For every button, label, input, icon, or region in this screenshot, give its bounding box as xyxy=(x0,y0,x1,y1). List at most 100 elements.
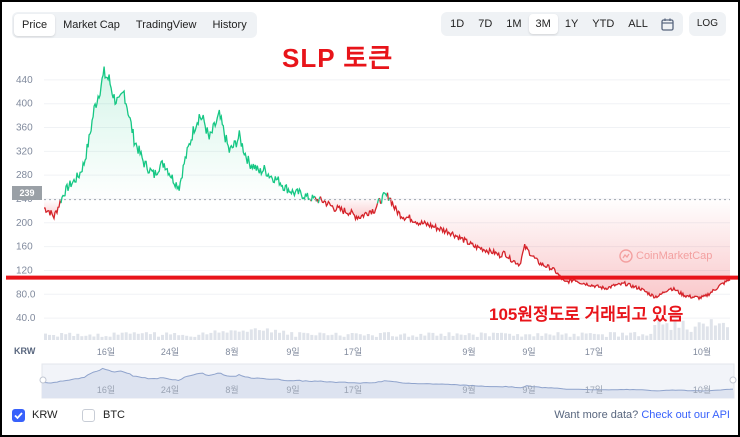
price-line-up xyxy=(60,66,311,204)
tab-history[interactable]: History xyxy=(212,19,247,31)
navigator-handle-right xyxy=(729,376,737,384)
volume-bar xyxy=(483,333,487,340)
x-axis-ticks: 16일 24일 8월 9일 17일 9월 9일 17일 10월 xyxy=(97,346,711,357)
range-navigator[interactable] xyxy=(39,363,737,399)
volume-bar xyxy=(544,333,548,340)
x-tick-label: 10월 xyxy=(693,346,711,357)
volume-bar xyxy=(697,322,701,340)
krw-checkbox-label: KRW xyxy=(32,409,58,421)
volume-bar xyxy=(318,332,322,340)
volume-bar xyxy=(407,336,411,340)
range-1y[interactable]: 1Y xyxy=(564,18,579,30)
volume-bar xyxy=(48,334,51,340)
volume-bar xyxy=(685,329,689,340)
volume-bar xyxy=(84,335,88,340)
volume-bar xyxy=(334,332,338,340)
navigator-line xyxy=(41,367,734,392)
overlay-title: SLP 토큰 xyxy=(282,43,394,73)
volume-bar xyxy=(358,334,362,340)
tab-market-cap[interactable]: Market Cap xyxy=(63,19,120,31)
volume-bar xyxy=(552,335,556,340)
volume-bar xyxy=(205,334,209,340)
volume-bar xyxy=(701,323,705,340)
navigator-tick-label: 10월 xyxy=(693,384,711,395)
volume-bar xyxy=(169,334,173,340)
volume-bar xyxy=(72,336,76,340)
volume-bar xyxy=(588,333,592,340)
tab-tradingview[interactable]: TradingView xyxy=(135,19,197,31)
volume-bar xyxy=(100,336,104,340)
volume-bar xyxy=(136,333,140,340)
range-ytd[interactable]: YTD xyxy=(592,18,615,30)
volume-bar xyxy=(604,336,608,340)
chart-footer: KRW BTC Want more data? Check out our AP… xyxy=(2,402,740,430)
volume-bar xyxy=(306,333,310,340)
range-7d[interactable]: 7D xyxy=(478,18,493,30)
volume-bar xyxy=(326,335,330,340)
volume-bar xyxy=(423,335,427,340)
volume-bar xyxy=(451,335,455,340)
volume-bar xyxy=(185,335,189,340)
range-1m[interactable]: 1M xyxy=(506,18,522,30)
volume-bar xyxy=(427,332,431,340)
btc-checkbox[interactable] xyxy=(82,409,95,422)
price-line-up xyxy=(310,194,316,202)
volume-bar xyxy=(257,330,261,340)
volume-bar xyxy=(391,336,394,340)
api-link[interactable]: Check out our API xyxy=(641,409,730,421)
volume-bar xyxy=(278,332,281,340)
volume-bar xyxy=(491,332,495,340)
volume-bar xyxy=(399,334,403,340)
navigator-tick-label: 17일 xyxy=(585,385,603,395)
volume-bar xyxy=(641,334,645,340)
range-all[interactable]: ALL xyxy=(628,18,648,30)
volume-bar xyxy=(645,335,649,340)
volume-bar xyxy=(322,333,326,340)
volume-bar xyxy=(60,333,64,340)
tab-price[interactable]: Price xyxy=(14,14,56,36)
range-3m[interactable]: 3M xyxy=(528,14,558,34)
x-tick-label: 16일 xyxy=(97,347,115,357)
navigator-tick-label: 17일 xyxy=(344,385,362,395)
area-fills xyxy=(44,66,730,300)
price-line-down xyxy=(386,192,390,201)
volume-bar xyxy=(132,332,136,340)
volume-bar xyxy=(177,335,181,340)
volume-bar xyxy=(76,333,80,340)
area-below-reference xyxy=(390,197,730,300)
volume-bar xyxy=(265,328,269,340)
volume-bar xyxy=(459,334,463,340)
volume-bar xyxy=(596,334,600,340)
y-tick-label: 80.0 xyxy=(16,289,36,300)
volume-bar xyxy=(419,333,423,340)
price-annotation: 105원정도로 거래되고 있음 xyxy=(489,305,684,324)
volume-bar xyxy=(705,326,709,340)
volume-bar xyxy=(580,332,584,340)
calendar-icon[interactable] xyxy=(655,14,681,34)
volume-bar xyxy=(649,333,653,340)
volume-bar xyxy=(455,333,459,340)
x-tick-label: 9일 xyxy=(522,347,535,357)
volume-bar xyxy=(140,333,144,340)
volume-bar xyxy=(128,333,132,340)
volume-bar xyxy=(653,325,657,340)
volume-bar xyxy=(370,335,374,340)
volume-bar xyxy=(475,336,479,340)
volume-bar xyxy=(479,332,483,340)
volume-bar xyxy=(116,334,120,340)
krw-checkbox[interactable] xyxy=(12,409,25,422)
log-scale-button[interactable]: LOG xyxy=(688,12,726,36)
volume-bar xyxy=(112,332,116,340)
range-group: 1D 7D 1M 3M 1Y YTD ALL xyxy=(441,12,683,36)
volume-bar xyxy=(253,328,257,340)
range-1d[interactable]: 1D xyxy=(450,18,465,30)
price-chart[interactable]: 44040036032028024020016012080.040.0 16일2… xyxy=(2,2,740,402)
watermark: CoinMarketCap xyxy=(619,249,712,263)
area-above-reference xyxy=(61,66,311,204)
volume-bar xyxy=(689,331,693,340)
volume-bar xyxy=(681,320,685,340)
volume-bar xyxy=(193,336,197,340)
volume-bar xyxy=(625,335,629,340)
volume-bar xyxy=(584,333,588,340)
volume-bar xyxy=(564,333,568,340)
